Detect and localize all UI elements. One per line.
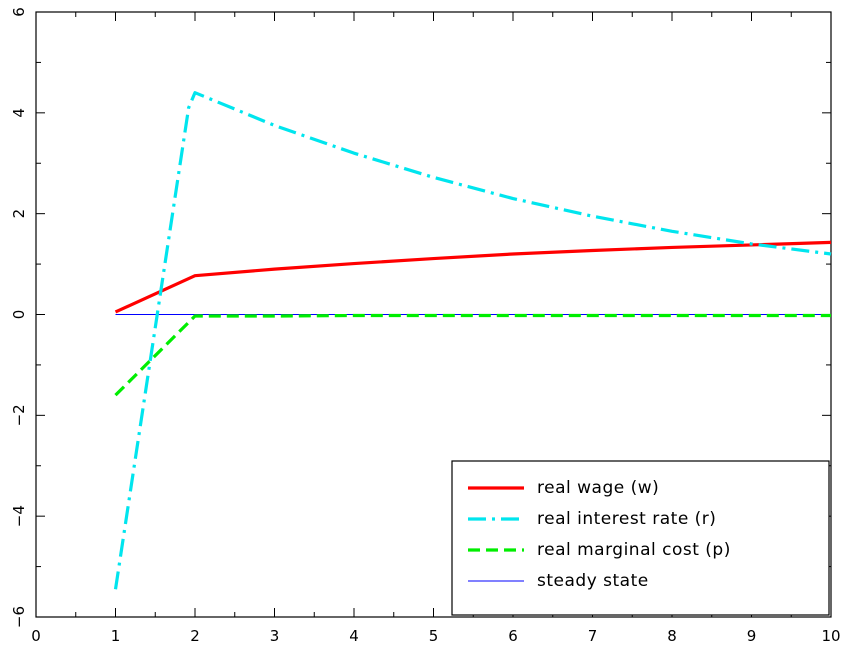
x-tick-label: 2 <box>190 627 200 645</box>
series-line-0 <box>116 242 832 312</box>
x-tick-label: 3 <box>270 627 280 645</box>
legend: real wage (w) real interest rate (r) real … <box>452 461 829 615</box>
x-tick-label: 6 <box>508 627 518 645</box>
x-tick-label: 8 <box>667 627 677 645</box>
x-tick-label: 7 <box>588 627 598 645</box>
y-tick-label: 4 <box>10 108 28 118</box>
legend-label-0: real wage (w) <box>537 478 659 498</box>
x-tick-label: 4 <box>349 627 359 645</box>
y-tick-label: −4 <box>10 505 28 527</box>
y-tick-label: −2 <box>10 404 28 426</box>
x-tick-label: 10 <box>821 627 840 645</box>
legend-label-1: real interest rate (r) <box>537 509 716 529</box>
x-tick-label: 0 <box>31 627 41 645</box>
legend-label-3: steady state <box>537 571 649 591</box>
series-line-2 <box>116 316 832 396</box>
y-tick-label: −6 <box>10 606 28 628</box>
legend-label-2: real marginal cost (p) <box>537 540 731 560</box>
y-tick-label: 2 <box>10 209 28 219</box>
x-tick-label: 5 <box>429 627 439 645</box>
x-tick-label: 9 <box>747 627 757 645</box>
x-tick-label: 1 <box>111 627 121 645</box>
y-tick-label: 6 <box>10 7 28 17</box>
y-tick-label: 0 <box>10 310 28 320</box>
